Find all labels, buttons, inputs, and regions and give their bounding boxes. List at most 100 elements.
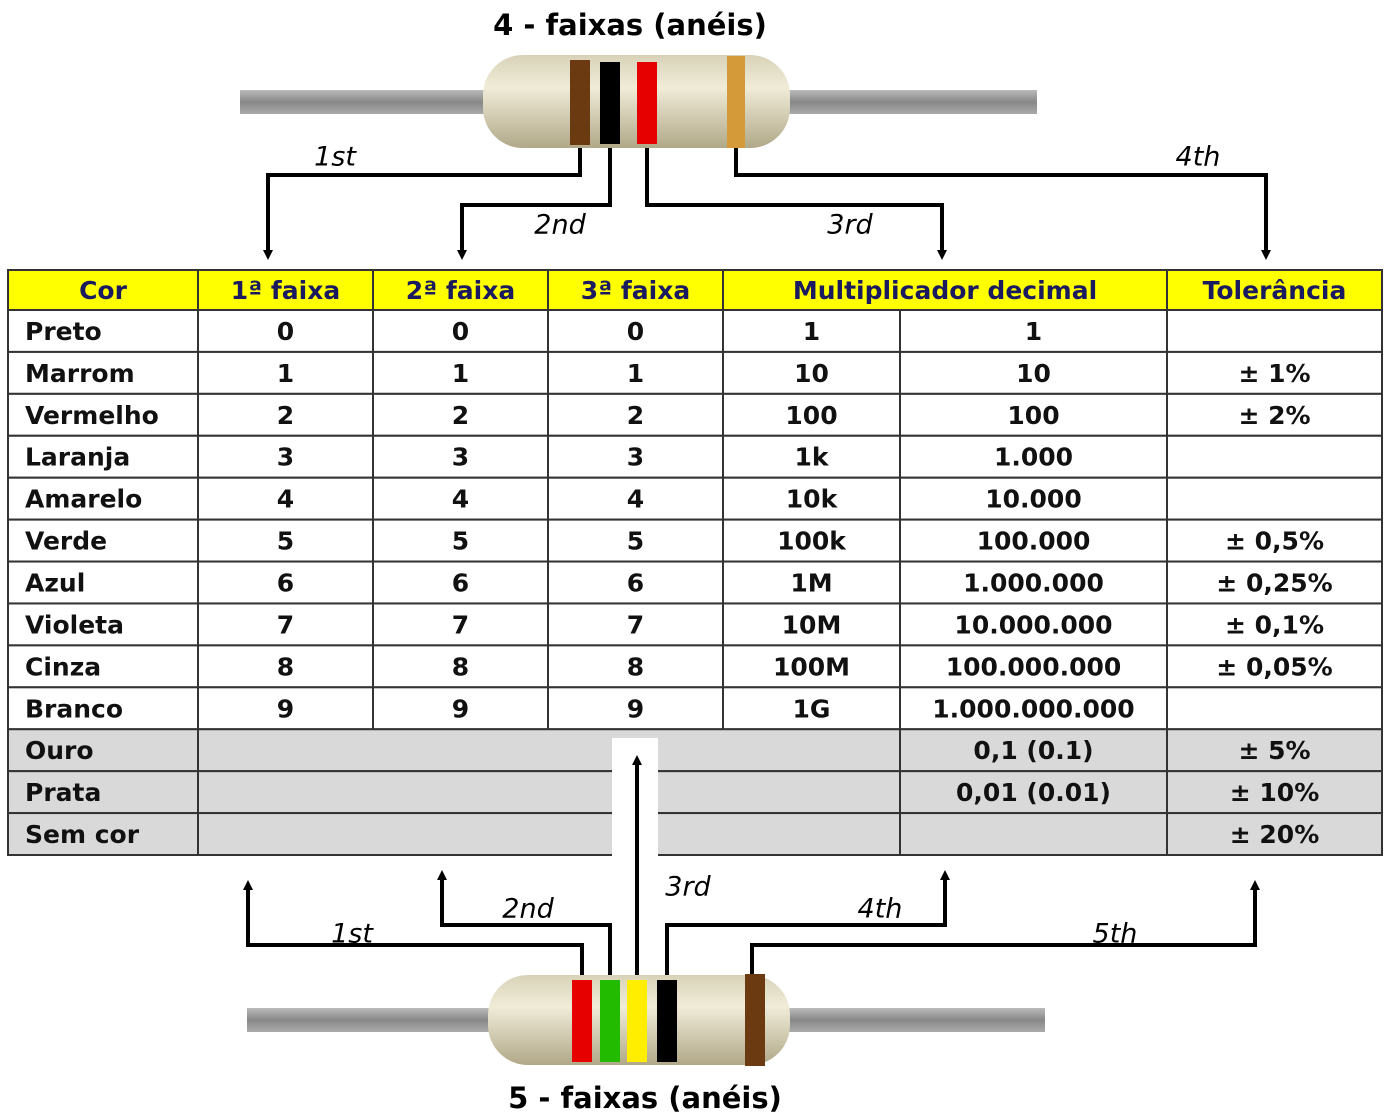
cell [899, 350, 1168, 395]
cell [372, 686, 549, 731]
cell [1166, 770, 1383, 815]
cell-text: 0 [452, 317, 469, 346]
cell-text: 10M [782, 610, 842, 639]
arrow [665, 870, 950, 975]
arrow [734, 148, 1271, 260]
cell [7, 812, 199, 856]
arrow [457, 148, 612, 260]
cell-text: 9 [627, 694, 644, 723]
cell [372, 644, 549, 689]
row-label: Amarelo [25, 485, 142, 514]
header-text: Cor [79, 276, 128, 305]
cell-text: 8 [277, 652, 294, 681]
cell-text: 1 [1025, 317, 1042, 346]
cell [1166, 560, 1383, 605]
row-label: Cinza [25, 652, 101, 681]
cell [1166, 812, 1383, 856]
arrow [645, 148, 947, 260]
cell-text: 0,01 (0.01) [956, 778, 1111, 807]
cell-text: 100 [1007, 401, 1059, 430]
cell [722, 350, 901, 395]
cell-text: 1 [452, 359, 469, 388]
cell-text: ± 5% [1238, 736, 1310, 765]
cell [7, 686, 199, 731]
cell-text: 7 [627, 610, 644, 639]
cell-text: ± 0,5% [1225, 527, 1324, 556]
row-label: Sem cor [25, 820, 140, 849]
row-label: Azul [25, 569, 85, 598]
cell [197, 434, 374, 479]
band-label: 2nd [502, 894, 554, 925]
cell-text: ± 0,05% [1216, 652, 1332, 681]
cell-text: 1M [790, 569, 832, 598]
row-label: Marrom [25, 359, 135, 388]
cell-text: 100.000 [977, 527, 1091, 556]
cell-text: 10.000 [985, 485, 1081, 514]
cell [1166, 476, 1383, 521]
cell [7, 602, 199, 647]
cell-text: 7 [277, 610, 294, 639]
header-text: 1ª faixa [231, 276, 341, 305]
cell [722, 309, 901, 353]
cell-text: 1 [627, 359, 644, 388]
cell-text: 1.000 [994, 443, 1073, 472]
cell-text: ± 0,1% [1225, 610, 1324, 639]
header-cell [197, 269, 374, 311]
cell [1166, 392, 1383, 437]
cell [547, 602, 724, 647]
cell [197, 812, 901, 856]
row-label: Laranja [25, 443, 130, 472]
band-label: 1st [314, 142, 357, 173]
cell-text: 1 [277, 359, 294, 388]
row-label: Branco [25, 694, 123, 723]
cell [197, 392, 374, 437]
cell-text: 4 [627, 485, 644, 514]
cell-text: 10k [786, 485, 839, 514]
header-text: 2ª faixa [406, 276, 516, 305]
cell-text: 4 [452, 485, 469, 514]
cell-text: 3 [627, 443, 644, 472]
cell [1166, 434, 1383, 479]
cell [1166, 602, 1383, 647]
title: 5 - faixas (anéis) [508, 1081, 782, 1115]
cell [547, 686, 724, 731]
cell-text: 9 [277, 694, 294, 723]
cell [547, 518, 724, 563]
cell [899, 770, 1168, 815]
cell [1166, 686, 1383, 731]
cell-text: 3 [277, 443, 294, 472]
cell [197, 644, 374, 689]
header-cell [722, 269, 1168, 311]
cell [7, 434, 199, 479]
cell [722, 518, 901, 563]
cell [722, 686, 901, 731]
band-label: 5th [1093, 919, 1138, 950]
band-label: 1st [331, 919, 374, 950]
cell [1166, 644, 1383, 689]
cell-text: 3 [452, 443, 469, 472]
row-label: Ouro [25, 736, 94, 765]
cell [899, 728, 1168, 773]
cell-text: 1 [803, 317, 820, 346]
cell-text: 6 [627, 569, 644, 598]
row-label: Verde [25, 527, 107, 556]
cell [899, 812, 1168, 856]
cell-text: ± 0,25% [1216, 569, 1332, 598]
cell-text: 6 [277, 569, 294, 598]
cell-text: 1k [794, 443, 829, 472]
cell [899, 602, 1168, 647]
cell-text: 10.000.000 [954, 610, 1112, 639]
header-text: 3ª faixa [581, 276, 691, 305]
row-label: Prata [25, 778, 101, 807]
arrow [750, 880, 1260, 975]
cell-text: 5 [452, 527, 469, 556]
cell-text: 5 [627, 527, 644, 556]
cell [722, 476, 901, 521]
resistor [240, 55, 1037, 148]
band-label: 3rd [665, 872, 711, 903]
cell-text: 0 [627, 317, 644, 346]
arrow [437, 870, 612, 975]
cell [197, 728, 901, 773]
arrow [263, 148, 582, 260]
